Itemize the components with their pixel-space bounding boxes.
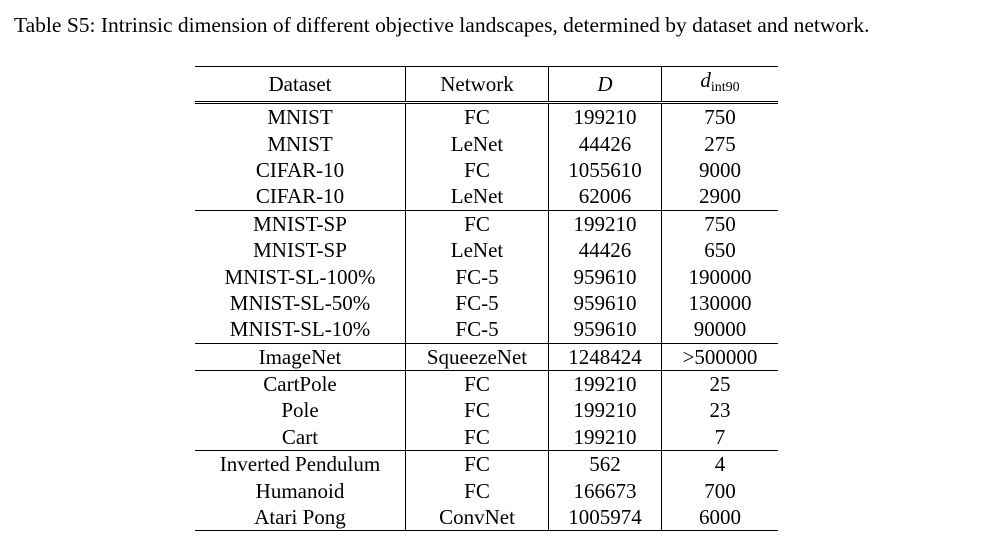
header-text: Dataset — [268, 72, 332, 96]
table-cell: 650 — [661, 236, 778, 264]
table-row: MNIST-SL-10% FC-5 959610 90000 — [195, 316, 778, 344]
table-cell: MNIST-SP — [195, 209, 406, 237]
header-base: d — [700, 68, 711, 92]
table-cell: 199210 — [548, 209, 662, 237]
table-cell: FC-5 — [405, 316, 549, 344]
header-text: Network — [440, 72, 514, 96]
table-cell: 275 — [661, 130, 778, 157]
table-cell: 199210 — [548, 397, 662, 424]
table-cell: FC — [405, 209, 549, 237]
table-cell: 959610 — [548, 316, 662, 344]
table-cell: 750 — [661, 102, 778, 131]
table-cell: FC — [405, 369, 549, 398]
column-header: dint90 — [661, 66, 778, 104]
table-row: MNIST-SP FC 199210 750 — [195, 209, 778, 237]
table-cell: LeNet — [405, 130, 549, 157]
header-text: D — [597, 72, 613, 96]
table-row: Humanoid FC 166673 700 — [195, 477, 778, 504]
table-row: Atari Pong ConvNet 1005974 6000 — [195, 503, 778, 532]
table-cell: 1005974 — [548, 503, 662, 532]
table-cell: CIFAR-10 — [255, 184, 345, 209]
table-cell: 199210 — [548, 423, 662, 451]
table-row: MNIST-SP LeNet 44426 650 — [195, 236, 778, 264]
column-header: Network — [405, 66, 549, 104]
table-cell: 1055610 — [548, 156, 662, 184]
table-cell: MNIST-SL-10% — [229, 317, 371, 342]
table-cell: 44426 — [548, 236, 662, 264]
table-cell: FC-5 — [405, 289, 549, 317]
table-cell: 44426 — [548, 130, 662, 157]
table-cell: FC — [405, 102, 549, 131]
table-row: CIFAR-10 FC 1055610 9000 — [195, 156, 778, 184]
table-cell: 750 — [661, 209, 778, 237]
table-cell: ConvNet — [405, 503, 549, 532]
table-cell: 23 — [661, 397, 778, 424]
table-cell: 130000 — [661, 289, 778, 317]
table-cell: FC — [405, 477, 549, 504]
table-cell: 62006 — [548, 183, 662, 211]
table-cell: 9000 — [661, 156, 778, 184]
table-cell: Pole — [281, 398, 319, 423]
table-cell: LeNet — [405, 183, 549, 211]
table-cell: FC — [405, 450, 549, 478]
table-cell: 562 — [548, 450, 662, 478]
table-cell: 90000 — [661, 316, 778, 344]
table-cell: 1248424 — [548, 342, 662, 371]
table-row: MNIST-SL-50% FC-5 959610 130000 — [195, 289, 778, 317]
table-cell: ImageNet — [195, 342, 406, 371]
table-cell: 199210 — [548, 102, 662, 131]
table-cell: 4 — [661, 450, 778, 478]
table-row: Pole FC 199210 23 — [195, 397, 778, 424]
table-cell: MNIST-SL-100% — [224, 264, 376, 289]
table-cell: 2900 — [661, 183, 778, 211]
table-cell: 959610 — [548, 263, 662, 290]
table-cell: FC — [405, 423, 549, 451]
table-cell: MNIST-SP — [253, 238, 347, 263]
table-cell: SqueezeNet — [405, 342, 549, 371]
table-cell: Cart — [281, 424, 319, 449]
table-cell: FC-5 — [405, 263, 549, 290]
header-subscript: int90 — [710, 80, 740, 95]
table-cell: MNIST — [195, 102, 406, 131]
table-row: MNIST-SL-100% FC-5 959610 190000 — [195, 263, 778, 290]
column-header: Dataset — [195, 66, 406, 104]
table-cell: MNIST — [267, 131, 333, 156]
table-caption: Table S5: Intrinsic dimension of differe… — [14, 13, 870, 37]
table-cell: MNIST-SL-50% — [229, 290, 371, 315]
table-row: Cart FC 199210 7 — [195, 423, 778, 451]
table-cell: 25 — [661, 369, 778, 398]
table-cell: Inverted Pendulum — [195, 450, 406, 478]
table-row: CartPole FC 199210 25 — [195, 369, 778, 398]
table-cell: Humanoid — [255, 478, 345, 503]
table-cell: 6000 — [661, 503, 778, 532]
table-cell: 166673 — [548, 477, 662, 504]
column-header: D — [548, 66, 662, 104]
table-cell: FC — [405, 397, 549, 424]
table-cell: 959610 — [548, 289, 662, 317]
table-cell: Atari Pong — [195, 503, 406, 532]
table-row: MNIST LeNet 44426 275 — [195, 130, 778, 157]
table-row: MNIST FC 199210 750 — [195, 102, 778, 131]
table-cell: 7 — [661, 423, 778, 451]
table-cell: FC — [405, 156, 549, 184]
table-row: CIFAR-10 LeNet 62006 2900 — [195, 183, 778, 211]
table-cell: CartPole — [195, 369, 406, 398]
table-cell: 190000 — [661, 263, 778, 290]
table-cell: 199210 — [548, 369, 662, 398]
table-cell: 700 — [661, 477, 778, 504]
table-cell: CIFAR-10 — [255, 157, 345, 182]
table-cell: LeNet — [405, 236, 549, 264]
table-row: ImageNet SqueezeNet 1248424 >500000 — [195, 342, 778, 371]
table-cell: >500000 — [661, 342, 778, 371]
table-row: Inverted Pendulum FC 562 4 — [195, 450, 778, 478]
